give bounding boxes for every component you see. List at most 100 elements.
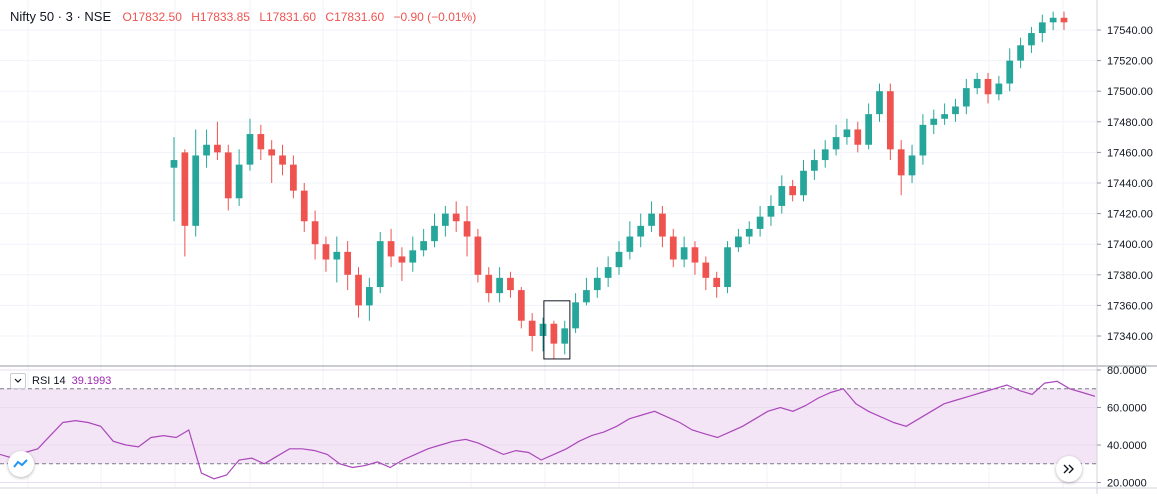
- candle-up: [1049, 17, 1057, 23]
- rsi-tick-label: 20.0000: [1107, 478, 1147, 490]
- cloud-icon: [13, 459, 28, 468]
- candle-up: [1017, 45, 1024, 61]
- candle-up: [832, 137, 840, 150]
- candle-down: [897, 149, 905, 176]
- candle-up: [333, 251, 341, 260]
- candle-down: [322, 244, 330, 260]
- candle-up: [593, 277, 601, 291]
- candle-down: [691, 247, 699, 263]
- low-value: 17831.60: [266, 10, 317, 24]
- candle-up: [930, 118, 938, 125]
- candle-up: [821, 149, 829, 161]
- rsi-tick-label: 60.0000: [1107, 403, 1147, 415]
- candle-down: [984, 78, 992, 95]
- price-tick-label: 17400.00: [1107, 239, 1153, 251]
- candle-up: [496, 277, 503, 294]
- scroll-to-realtime-button[interactable]: [1056, 456, 1082, 482]
- candle-up: [1006, 60, 1014, 84]
- candle-down: [702, 262, 710, 278]
- candle-down: [181, 152, 189, 226]
- candle-down: [311, 221, 319, 245]
- price-tick-label: 17440.00: [1107, 178, 1153, 190]
- candle-down: [279, 155, 286, 165]
- candle-down: [517, 290, 525, 321]
- candle-up: [192, 155, 200, 226]
- price-tick-label: 17360.00: [1107, 300, 1153, 312]
- candle-up: [735, 236, 742, 248]
- symbol-title[interactable]: Nifty 50 · 3 · NSE: [10, 9, 112, 24]
- tradingview-logo-button[interactable]: [8, 451, 34, 477]
- candle-down: [355, 274, 362, 306]
- candle-up: [648, 213, 655, 226]
- candle-up: [919, 124, 927, 156]
- candle-down: [485, 274, 493, 294]
- candle-down: [669, 236, 677, 260]
- high-value: 17833.85: [199, 10, 250, 24]
- candle-up: [941, 114, 948, 119]
- candle-up: [637, 225, 645, 237]
- candle-up: [441, 213, 449, 226]
- candle-down: [854, 129, 862, 145]
- close-value: 17831.60: [334, 10, 385, 24]
- rsi-tick-label: 80.0000: [1107, 365, 1147, 377]
- candle-down: [1060, 17, 1068, 23]
- candle-up: [995, 83, 1003, 95]
- candle-down: [387, 241, 395, 257]
- candle-up: [170, 160, 178, 168]
- candle-down: [452, 213, 460, 222]
- candle-up: [561, 328, 569, 344]
- candle-up: [756, 216, 764, 229]
- chevron-down-icon[interactable]: [10, 373, 26, 389]
- candle-down: [507, 277, 514, 291]
- price-tick-label: 17520.00: [1107, 56, 1153, 68]
- candle-up: [811, 160, 818, 171]
- highlight-box: [543, 300, 571, 360]
- candle-up: [583, 290, 590, 303]
- candle-down: [300, 190, 308, 222]
- candle-down: [268, 149, 276, 156]
- candle-up: [572, 302, 579, 329]
- candle-up: [973, 78, 981, 89]
- price-tick-label: 17480.00: [1107, 117, 1153, 129]
- open-value: 17832.50: [131, 10, 182, 24]
- candle-up: [431, 225, 438, 242]
- rsi-value: 39.1993: [71, 375, 112, 387]
- candle-up: [539, 323, 547, 336]
- candle-up: [604, 267, 612, 278]
- price-tick-label: 17460.00: [1107, 147, 1153, 159]
- candle-up: [366, 287, 373, 306]
- candle-up: [908, 155, 916, 176]
- candle-down: [886, 91, 894, 150]
- candle-down: [398, 256, 406, 263]
- candle-down: [463, 221, 471, 237]
- candle-up: [246, 134, 254, 165]
- candle-down: [713, 277, 721, 288]
- price-tick-label: 17540.00: [1107, 25, 1153, 37]
- candle-up: [767, 205, 775, 217]
- price-tick-label: 17380.00: [1107, 270, 1153, 282]
- candle-up: [203, 144, 210, 156]
- close-label: C: [325, 10, 335, 24]
- candle-down: [550, 323, 558, 344]
- high-label: H: [191, 10, 200, 24]
- candle-up: [1038, 22, 1046, 34]
- low-label: L: [259, 10, 266, 24]
- candle-down: [257, 134, 265, 150]
- candle-down: [659, 213, 666, 237]
- candle-up: [778, 186, 786, 206]
- candle-down: [528, 320, 536, 336]
- change-value: −0.90 (−0.01%): [393, 10, 477, 24]
- rsi-label[interactable]: RSI 14: [32, 375, 66, 387]
- rsi-legend: RSI 14 39.1993: [10, 373, 111, 389]
- candle-up: [615, 251, 623, 268]
- ohlc-legend: Nifty 50 · 3 · NSE O17832.50 H17833.85 L…: [10, 9, 482, 24]
- candle-down: [224, 152, 232, 199]
- candle-up: [865, 114, 872, 145]
- rsi-band: [0, 388, 1097, 464]
- candle-up: [1028, 33, 1035, 46]
- candle-down: [474, 236, 482, 275]
- candle-down: [214, 144, 221, 153]
- candle-up: [962, 88, 970, 107]
